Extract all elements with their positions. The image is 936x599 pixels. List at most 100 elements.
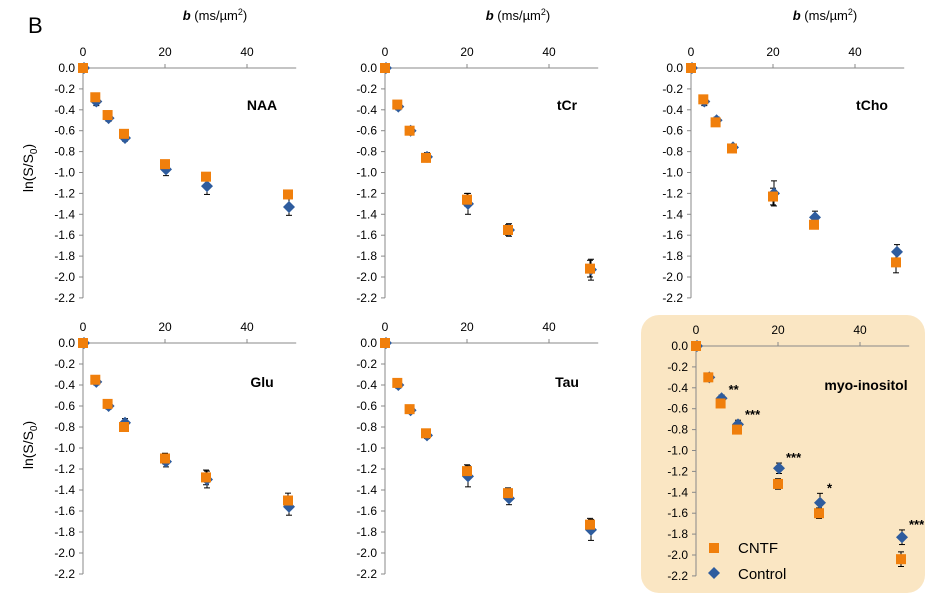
y-tick-label: -2.2 (54, 567, 75, 581)
figure-label: B (28, 13, 43, 38)
y-tick-label: -1.8 (54, 249, 75, 263)
control-point (814, 496, 826, 509)
y-tick-label: -1.6 (356, 228, 377, 242)
y-tick-label: -0.2 (356, 82, 377, 96)
y-tick-label: -0.2 (662, 82, 683, 96)
y-tick-label: -1.6 (667, 506, 688, 520)
panel-title: tCho (856, 97, 888, 113)
x-axis-label-2: b (ms/µm2) (486, 7, 551, 23)
y-tick-label: -1.2 (54, 186, 75, 200)
cntf-point (283, 495, 293, 506)
cntf-point (585, 519, 595, 530)
control-point (773, 462, 785, 475)
cntf-point (90, 92, 101, 103)
cntf-point (691, 341, 701, 351)
y-tick-label: -0.2 (356, 357, 377, 371)
cntf-point (727, 143, 737, 154)
cntf-point (78, 338, 88, 348)
y-tick-label: -1.2 (667, 464, 688, 478)
y-tick-label: -1.6 (54, 504, 75, 518)
y-tick-label: -0.8 (662, 145, 683, 159)
control-point (201, 180, 213, 193)
cntf-point (896, 554, 906, 565)
panel-title: NAA (247, 97, 277, 113)
y-tick-label: -0.6 (54, 124, 75, 138)
cntf-point (814, 508, 824, 519)
cntf-point (404, 404, 415, 415)
panel-Glu: 0.0 -0.2 -0.4 -0.6 -0.8 -1.0 -1.2 -1.4 -1.6 -1.8 -… (54, 320, 297, 581)
y-tick-label: -1.4 (356, 207, 377, 221)
y-tick-label: 0.0 (58, 61, 75, 75)
cntf-point (283, 189, 293, 200)
cntf-point (585, 263, 595, 274)
significance-marker: ** (729, 382, 740, 397)
y-tick-label: -2.2 (356, 291, 377, 305)
x-tick-label: 40 (853, 323, 867, 337)
y-tick-label: -1.8 (54, 525, 75, 539)
y-tick-label: -1.2 (356, 186, 377, 200)
y-tick-label: -1.0 (667, 444, 688, 458)
svg-text:ln(S/S0): ln(S/S0) (20, 144, 40, 192)
control-point (891, 245, 903, 258)
y-tick-label: -1.4 (54, 483, 75, 497)
y-tick-label: -1.0 (54, 441, 75, 455)
panel-tCho: 0.0 -0.2 -0.4 -0.6 -0.8 -1.0 -1.2 -1.4 -1.6 -1.8 -… (662, 45, 905, 305)
x-tick-label: 40 (848, 45, 862, 59)
significance-marker: *** (909, 517, 925, 532)
y-tick-label: -1.4 (667, 485, 688, 499)
cntf-point (503, 224, 513, 235)
y-tick-label: -1.0 (356, 441, 377, 455)
cntf-point (160, 453, 170, 464)
y-tick-label: -0.8 (54, 420, 75, 434)
y-tick-label: -2.0 (662, 270, 683, 284)
y-tick-label: -1.8 (356, 525, 377, 539)
y-tick-label: -1.2 (356, 462, 377, 476)
legend-control-label: Control (738, 566, 786, 583)
y-tick-label: -0.4 (54, 103, 75, 117)
legend-cntf-marker (709, 543, 719, 553)
cntf-point (380, 63, 390, 73)
y-tick-label: -0.2 (667, 360, 688, 374)
cntf-point (119, 422, 129, 432)
x-tick-label: 40 (542, 320, 556, 334)
control-point (896, 531, 908, 544)
cntf-point (160, 159, 170, 170)
x-tick-label: 20 (771, 323, 785, 337)
y-tick-label: -2.2 (667, 569, 688, 583)
y-tick-label: -1.4 (356, 483, 377, 497)
cntf-point (421, 152, 431, 163)
cntf-point (90, 374, 101, 385)
y-tick-label: -2.2 (356, 567, 377, 581)
x-tick-label: 0 (688, 45, 695, 59)
x-tick-label: 0 (382, 320, 389, 334)
svg-text:ln(S/S0): ln(S/S0) (20, 421, 40, 469)
cntf-point (732, 424, 742, 435)
y-tick-label: 0.0 (360, 61, 377, 75)
control-point (283, 200, 295, 213)
y-tick-label: -2.0 (356, 270, 377, 284)
significance-marker: *** (745, 407, 761, 422)
y-tick-label: -0.4 (667, 381, 688, 395)
cntf-point (686, 63, 696, 73)
cntf-point (462, 466, 472, 477)
y-tick-label: -0.8 (356, 420, 377, 434)
y-tick-label: -0.6 (54, 399, 75, 413)
y-tick-label: -0.6 (667, 402, 688, 416)
y-tick-label: -0.4 (356, 103, 377, 117)
y-tick-label: -0.4 (662, 103, 683, 117)
cntf-point (404, 125, 415, 136)
y-tick-label: -0.4 (54, 378, 75, 392)
y-tick-label: -1.8 (667, 527, 688, 541)
y-tick-label: -2.0 (356, 546, 377, 560)
y-tick-label: 0.0 (671, 339, 688, 353)
cntf-point (78, 63, 88, 73)
y-tick-label: -2.2 (662, 291, 683, 305)
y-tick-label: -0.2 (54, 357, 75, 371)
x-tick-label: 20 (460, 45, 474, 59)
y-tick-label: -0.4 (356, 378, 377, 392)
cntf-point (201, 171, 211, 182)
x-tick-label: 20 (158, 45, 172, 59)
cntf-point (768, 191, 778, 202)
y-tick-label: -0.8 (356, 145, 377, 159)
y-tick-label: -1.2 (54, 462, 75, 476)
